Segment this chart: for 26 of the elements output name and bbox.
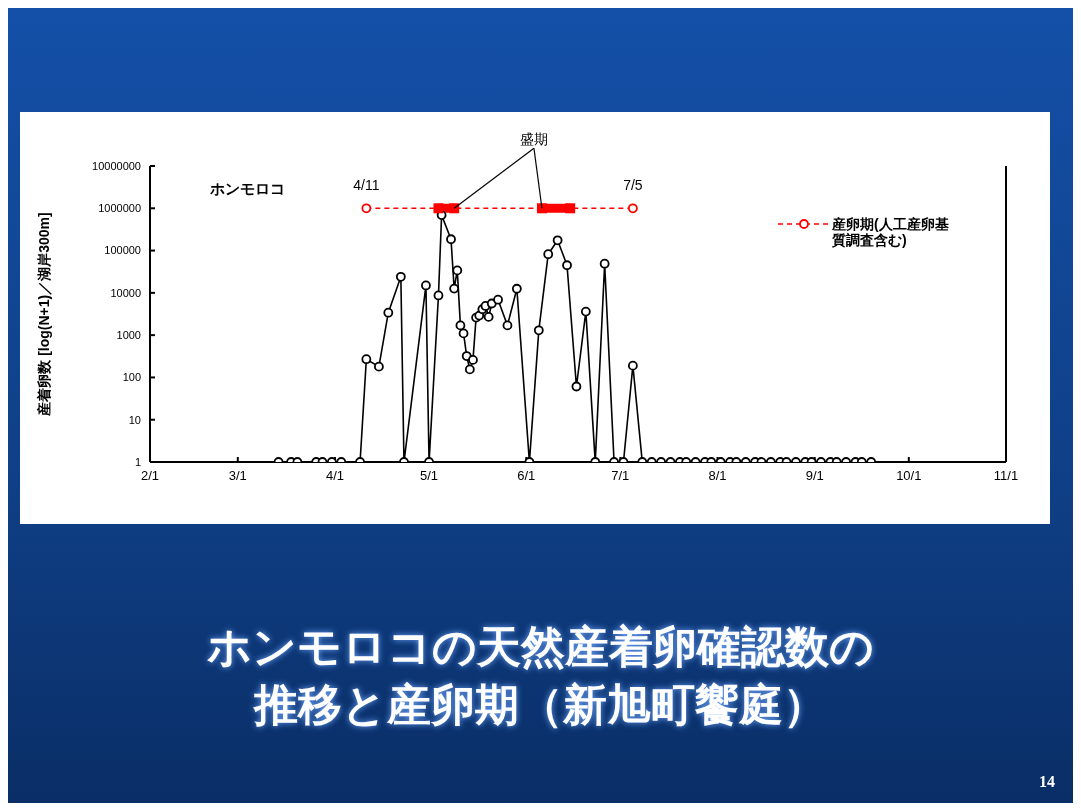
x-tick-label: 10/1 <box>896 468 922 484</box>
y-tick-label: 10 <box>128 413 141 426</box>
x-tick-label: 3/1 <box>228 468 247 484</box>
y-tick-label: 10000000 <box>92 159 141 172</box>
y-tick-label: 10000 <box>110 286 141 299</box>
y-tick-label: 1000000 <box>98 202 141 215</box>
x-tick-label: 8/1 <box>708 468 727 484</box>
y-tick-label: 100000 <box>104 244 141 257</box>
annotation: 7/5 <box>623 177 643 194</box>
x-tick-label: 2/1 <box>140 468 160 484</box>
x-tick-label: 5/1 <box>420 468 439 484</box>
annotation: 4/11 <box>353 177 380 194</box>
y-tick-label: 100 <box>122 371 141 384</box>
x-tick-label: 11/1 <box>993 468 1019 484</box>
y-axis-title: 産着卵数 [log(N+1)／湖岸300m] <box>35 212 52 417</box>
annotation: ホンモロコ <box>209 180 285 197</box>
text: ホンモロコの天然産着卵確認数の推移と産卵期（新旭町饗庭） <box>206 621 875 731</box>
legend-label: 産卵期(人工産卵基質調査含む) <box>832 216 950 248</box>
y-tick-label: 1000 <box>116 329 141 342</box>
x-tick-label: 4/1 <box>325 468 345 484</box>
text: 14 <box>1039 773 1055 791</box>
x-tick-label: 6/1 <box>517 468 536 484</box>
y-tick-label: 1 <box>134 455 141 468</box>
annotation: 盛期 <box>519 131 548 148</box>
x-tick-label: 7/1 <box>611 468 630 484</box>
x-tick-label: 9/1 <box>805 468 824 484</box>
